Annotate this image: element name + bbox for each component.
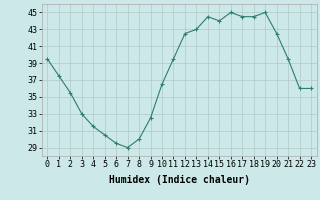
X-axis label: Humidex (Indice chaleur): Humidex (Indice chaleur) bbox=[109, 175, 250, 185]
